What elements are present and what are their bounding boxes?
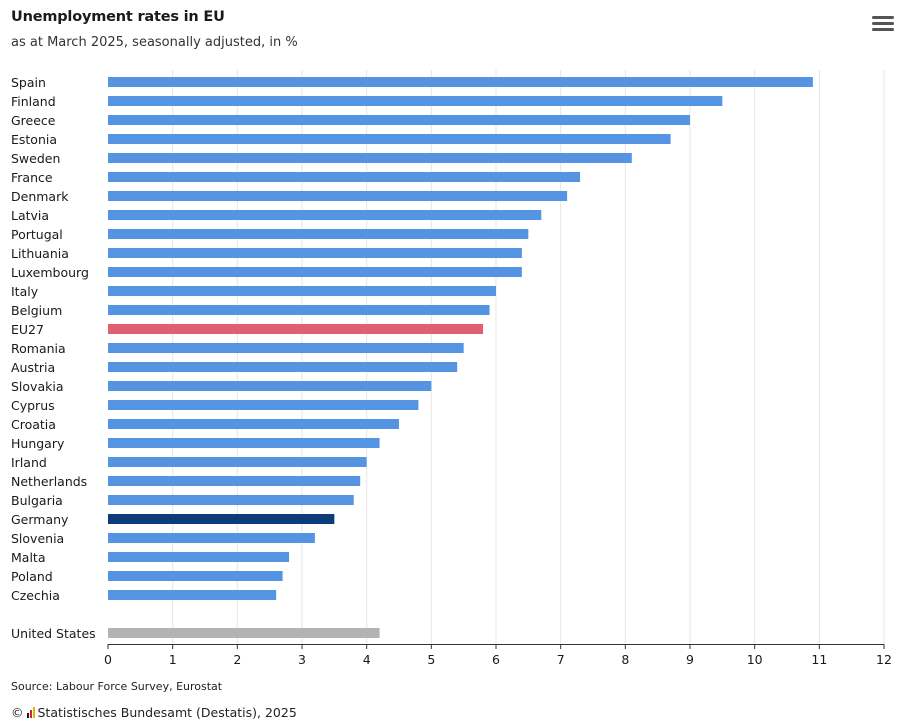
x-tick-label: 7 <box>557 652 565 667</box>
bar-finland <box>108 96 723 106</box>
category-label: Latvia <box>11 208 49 223</box>
bar-spain <box>108 77 813 87</box>
category-label: Denmark <box>11 189 69 204</box>
destatis-logo-icon <box>26 707 35 718</box>
bar-united-states <box>108 628 380 638</box>
category-label: Cyprus <box>11 398 55 413</box>
category-label: Romania <box>11 341 66 356</box>
bar-cyprus <box>108 400 419 410</box>
bar-slovakia <box>108 381 432 391</box>
bar-austria <box>108 362 458 372</box>
menu-line <box>872 22 894 25</box>
bar-denmark <box>108 191 568 201</box>
category-label: Finland <box>11 94 56 109</box>
category-label: Greece <box>11 113 56 128</box>
bar-netherlands <box>108 476 361 486</box>
category-label: Hungary <box>11 436 65 451</box>
bar-slovenia <box>108 533 315 543</box>
category-label: Croatia <box>11 417 56 432</box>
chart-subtitle: as at March 2025, seasonally adjusted, i… <box>11 35 298 50</box>
copyright-symbol: © <box>11 705 24 720</box>
category-label: Portugal <box>11 227 63 242</box>
category-label: Irland <box>11 455 47 470</box>
bar-sweden <box>108 153 632 163</box>
bar-portugal <box>108 229 529 239</box>
chart-title: Unemployment rates in EU <box>11 9 225 25</box>
x-tick-label: 9 <box>686 652 694 667</box>
x-tick-label: 4 <box>363 652 371 667</box>
category-label: Lithuania <box>11 246 69 261</box>
category-label: Slovenia <box>11 531 64 546</box>
x-tick-label: 1 <box>169 652 177 667</box>
bar-france <box>108 172 581 182</box>
category-label: Spain <box>11 75 46 90</box>
bar-romania <box>108 343 464 353</box>
bar-lithuania <box>108 248 522 258</box>
category-label: Italy <box>11 284 39 299</box>
bar-latvia <box>108 210 542 220</box>
menu-line <box>872 28 894 31</box>
category-label: Malta <box>11 550 45 565</box>
bar-croatia <box>108 419 399 429</box>
bar-estonia <box>108 134 671 144</box>
category-label: Luxembourg <box>11 265 89 280</box>
hamburger-menu-icon[interactable] <box>872 16 894 36</box>
category-label: France <box>11 170 53 185</box>
x-tick-label: 3 <box>298 652 306 667</box>
category-label: Belgium <box>11 303 62 318</box>
bar-hungary <box>108 438 380 448</box>
category-label: Germany <box>11 512 69 527</box>
bar-italy <box>108 286 496 296</box>
x-tick-label: 12 <box>876 652 892 667</box>
bar-malta <box>108 552 290 562</box>
bar-luxembourg <box>108 267 522 277</box>
x-tick-label: 5 <box>427 652 435 667</box>
bar-germany <box>108 514 335 524</box>
bar-greece <box>108 115 690 125</box>
category-label: Poland <box>11 569 53 584</box>
x-tick-label: 2 <box>233 652 241 667</box>
category-label: EU27 <box>11 322 44 337</box>
bar-irland <box>108 457 367 467</box>
category-label: Czechia <box>11 588 60 603</box>
category-label: United States <box>11 626 96 641</box>
x-tick-label: 8 <box>621 652 629 667</box>
category-label: Slovakia <box>11 379 63 394</box>
copyright-line: © Statistisches Bundesamt (Destatis), 20… <box>11 705 297 720</box>
x-tick-label: 0 <box>104 652 112 667</box>
x-tick-label: 11 <box>811 652 827 667</box>
bar-czechia <box>108 590 277 600</box>
x-tick-label: 6 <box>492 652 500 667</box>
category-label: Netherlands <box>11 474 87 489</box>
category-label: Austria <box>11 360 55 375</box>
source-note: Source: Labour Force Survey, Eurostat <box>11 680 223 693</box>
category-label: Bulgaria <box>11 493 63 508</box>
bar-bulgaria <box>108 495 354 505</box>
bar-belgium <box>108 305 490 315</box>
copyright-text: Statistisches Bundesamt (Destatis), 2025 <box>37 705 297 720</box>
menu-line <box>872 16 894 19</box>
category-label: Estonia <box>11 132 57 147</box>
category-label: Sweden <box>11 151 60 166</box>
bar-eu27 <box>108 324 484 334</box>
bar-poland <box>108 571 283 581</box>
x-tick-label: 10 <box>747 652 763 667</box>
